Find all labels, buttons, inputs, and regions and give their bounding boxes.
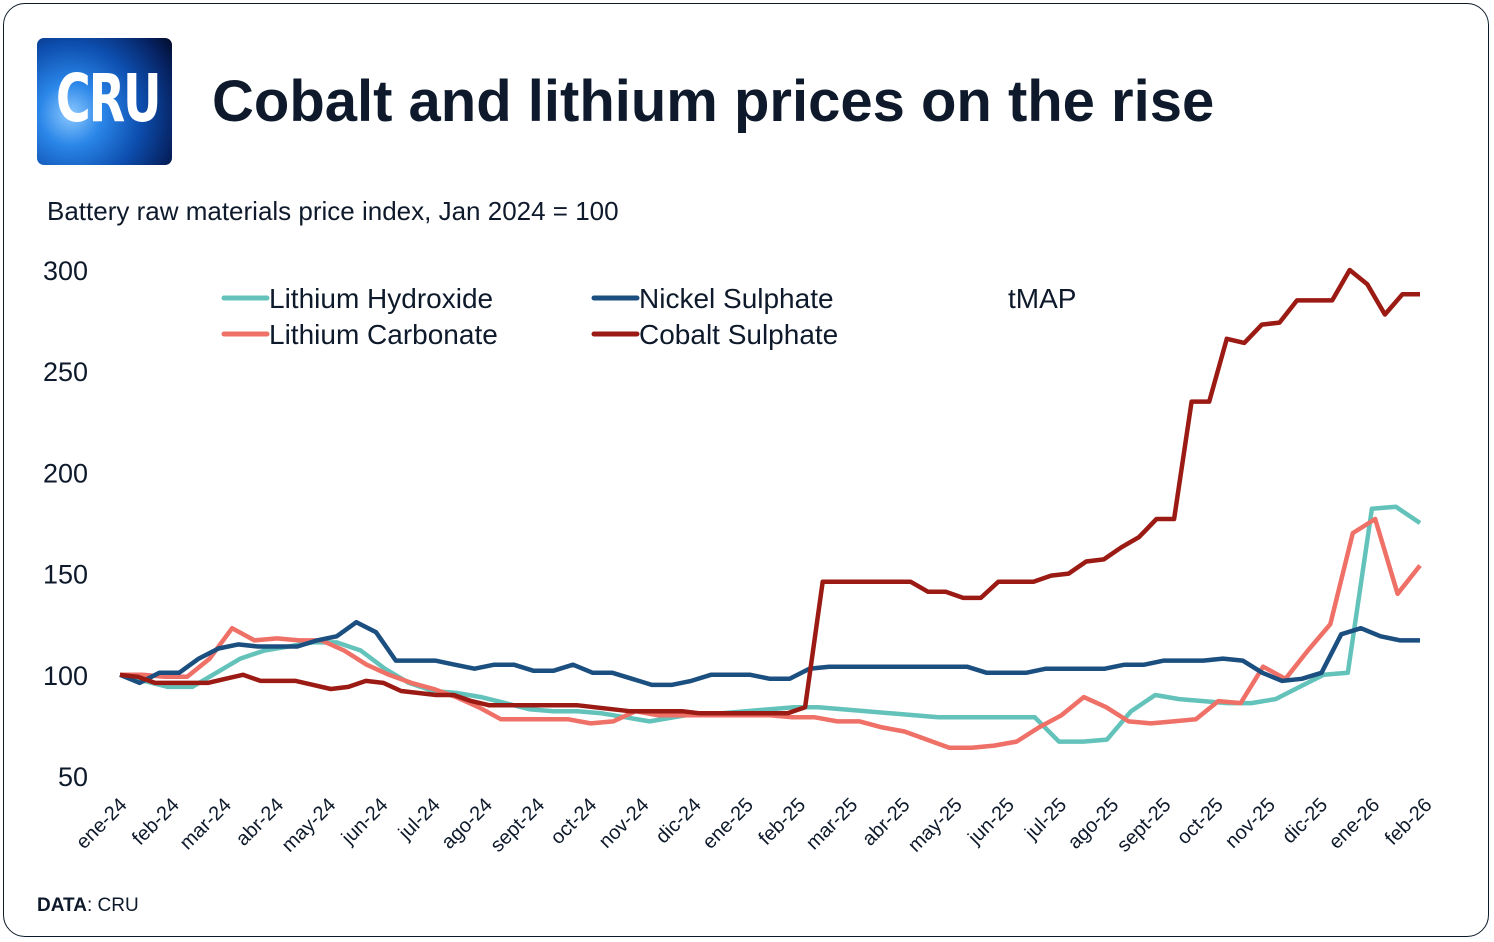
y-tick-label: 100 <box>43 661 88 691</box>
y-tick-label: 50 <box>58 762 88 792</box>
legend-label-lithium-hydroxide: Lithium Hydroxide <box>269 283 493 314</box>
source-label: DATA <box>37 895 87 916</box>
x-tick-label: mar-24 <box>176 794 236 854</box>
x-tick-label: feb-25 <box>754 794 810 850</box>
cru-logo: CRU <box>37 38 172 165</box>
x-tick-label: ene-25 <box>698 794 758 854</box>
x-tick-label: oct-24 <box>546 794 601 849</box>
x-tick-label: oct-25 <box>1173 794 1228 849</box>
x-tick-label: dic-24 <box>652 794 706 848</box>
logo-text: CRU <box>55 60 162 137</box>
x-tick-label: jun-25 <box>963 794 1019 850</box>
x-tick-label: ene-24 <box>72 794 132 854</box>
legend-label-cobalt-sulphate: Cobalt Sulphate <box>639 319 838 350</box>
y-tick-label: 300 <box>43 256 88 286</box>
chart-card <box>3 3 1489 937</box>
series-line-cobalt-sulphate <box>119 267 1420 716</box>
y-axis: 50 100 150 200 250 300 <box>43 256 88 792</box>
source-note: DATA: CRU <box>37 895 139 917</box>
x-tick-label: may-24 <box>278 794 341 857</box>
chart-subtitle: Battery raw materials price index, Jan 2… <box>47 196 619 226</box>
x-tick-label: feb-26 <box>1381 794 1437 850</box>
y-tick-label: 150 <box>43 560 88 590</box>
x-tick-label: ago-24 <box>437 794 497 854</box>
x-tick-label: dic-25 <box>1278 794 1332 848</box>
source-value: : CRU <box>86 895 139 916</box>
legend-label-nickel-sulphate: Nickel Sulphate <box>639 283 834 314</box>
x-tick-label: jun-24 <box>337 794 393 850</box>
x-tick-label: nov-25 <box>1221 794 1280 853</box>
x-tick-label: sept-24 <box>486 794 549 857</box>
x-tick-label: mar-25 <box>802 794 862 854</box>
x-tick-label: sept-25 <box>1113 794 1176 857</box>
legend-label-tmap: tMAP <box>1008 283 1076 314</box>
legend-label-lithium-carbonate: Lithium Carbonate <box>269 319 498 350</box>
series-line-lithium-hydroxide <box>119 504 1422 744</box>
y-tick-label: 250 <box>43 357 88 387</box>
x-tick-label: nov-24 <box>595 794 654 853</box>
x-tick-label: ene-26 <box>1325 794 1385 854</box>
series-line-nickel-sulphate <box>119 619 1420 688</box>
legend: Lithium Hydroxide Lithium Carbonate Nickel… <box>221 283 1076 350</box>
y-tick-label: 200 <box>43 458 88 488</box>
x-tick-label: feb-24 <box>128 794 184 850</box>
series-lines <box>119 267 1422 750</box>
chart-title: Cobalt and lithium prices on the rise <box>212 69 1215 134</box>
x-tick-label: may-25 <box>904 794 967 857</box>
x-tick-label: ago-25 <box>1064 794 1124 854</box>
